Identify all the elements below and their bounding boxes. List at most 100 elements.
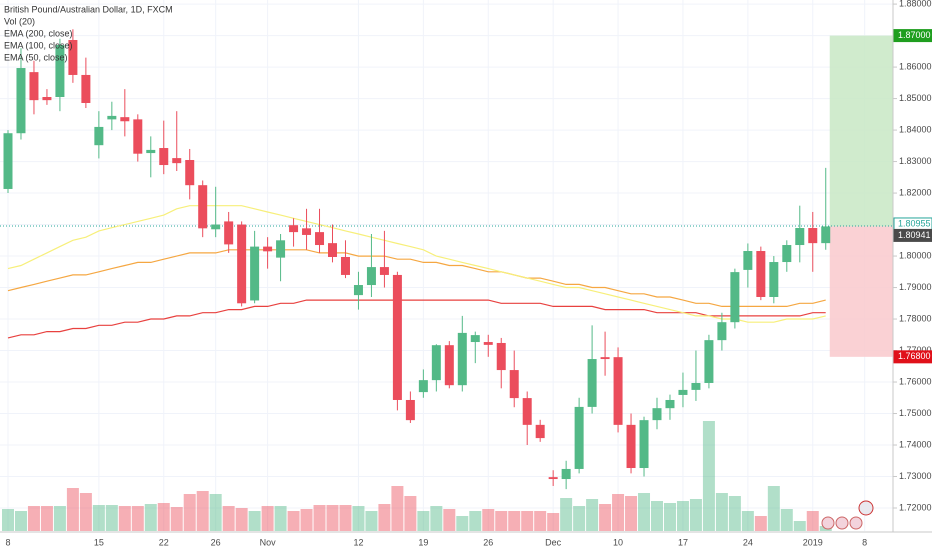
volume-bar [391, 486, 404, 531]
candle-body [302, 228, 312, 235]
x-tick-label: 26 [483, 537, 493, 547]
candle-body [470, 335, 480, 343]
volume-bar [754, 516, 767, 531]
x-tick-label: Dec [545, 537, 562, 547]
candle-body [496, 342, 506, 371]
candle-body [276, 240, 286, 258]
volume-bar [131, 506, 144, 531]
candle-body [431, 345, 441, 381]
x-tick-label: 22 [159, 537, 169, 547]
volume-bar [793, 521, 806, 531]
volume-bar [352, 506, 365, 531]
volume-bar [806, 511, 819, 531]
icon[interactable] [821, 516, 835, 530]
position-box [0, 35, 893, 357]
x-tick-label: 24 [743, 537, 753, 547]
volume-bar [326, 505, 339, 531]
y-tick-label: 1.73000 [899, 471, 932, 481]
volume-bar [482, 509, 495, 531]
candle-body [444, 345, 454, 386]
candle-body [340, 256, 350, 275]
candle-body [587, 359, 597, 407]
candle-body [821, 226, 831, 244]
candle-body [68, 39, 78, 75]
icon[interactable] [849, 516, 863, 530]
volume-bar [417, 511, 430, 531]
volume-bar [118, 506, 131, 531]
volume-bar [92, 505, 105, 531]
x-tick-label: 8 [5, 537, 10, 547]
ema-line [7, 249, 826, 307]
volume-bar [248, 511, 261, 531]
candle-body [172, 158, 182, 164]
volume-bar [14, 511, 27, 531]
volume-bar [508, 511, 521, 531]
volume-bar [235, 508, 248, 531]
volume-bar [663, 503, 676, 531]
legend-volume: Vol (20) [4, 16, 35, 26]
y-tick-label: 1.82000 [899, 187, 932, 197]
candle-body [574, 406, 584, 469]
y-tick-label: 1.72000 [899, 502, 932, 512]
x-tick-label: 8 [862, 537, 867, 547]
candle-body [561, 468, 571, 480]
legend-entry: EMA (100, close) [4, 40, 73, 50]
price-marker-label: 1.76800 [898, 351, 931, 361]
y-tick-label: 1.84000 [899, 124, 932, 134]
volume-bar [378, 504, 391, 531]
candle-body [366, 267, 376, 286]
volume-bar [560, 498, 573, 531]
volume-pane [2, 421, 832, 531]
volume-bar [53, 506, 66, 531]
volume-bar [767, 486, 780, 531]
candle-body [224, 221, 234, 245]
volume-bar [689, 499, 702, 531]
y-tick-label: 1.79000 [899, 282, 932, 292]
volume-bar [741, 511, 754, 531]
x-tick-label: 15 [94, 537, 104, 547]
candle-body [29, 72, 39, 101]
price-marker [893, 350, 932, 364]
icon[interactable] [835, 516, 849, 530]
y-tick-label: 1.77000 [899, 345, 932, 355]
volume-bar [651, 501, 663, 531]
price-marker [893, 29, 932, 43]
candle-body [626, 424, 636, 469]
icon[interactable] [858, 500, 874, 516]
legend: British Pound/Australian Dollar, 1D, FXC… [4, 4, 173, 62]
candle-body [535, 424, 545, 439]
candle-body [405, 399, 415, 421]
candle-body [652, 408, 662, 421]
volume-bar [261, 506, 274, 531]
candle-body [808, 228, 818, 244]
candle-body [665, 399, 675, 409]
candle-body [133, 119, 143, 154]
candle-body [16, 68, 26, 134]
axes: 1.88000 1.87000 1.86000 1.85000 1.84000 1.830… [5, 0, 932, 547]
volume-bar [586, 499, 599, 531]
candles [3, 29, 831, 490]
volume-bar [715, 493, 728, 531]
volume-bar [728, 496, 741, 531]
candle-body [94, 126, 104, 146]
candle-body [613, 357, 623, 425]
y-tick-label: 1.86000 [899, 61, 932, 71]
candle-body [782, 245, 792, 263]
y-tick-label: 1.85000 [899, 93, 932, 103]
candle-body [522, 398, 532, 425]
volume-bar [521, 511, 534, 531]
candle-body [457, 332, 467, 386]
y-tick-label: 1.80000 [899, 250, 932, 260]
volume-bar [573, 506, 586, 531]
target-zone [829, 35, 893, 227]
candle-body [392, 274, 402, 400]
candle-body [3, 133, 13, 189]
ema-line [7, 205, 826, 323]
y-tick-label: 1.88000 [899, 0, 932, 8]
x-tick-label: 10 [613, 537, 623, 547]
stop-zone [829, 226, 893, 357]
y-tick-label: 1.78000 [899, 313, 932, 323]
volume-bar [638, 493, 651, 531]
volume-bar [702, 421, 715, 531]
